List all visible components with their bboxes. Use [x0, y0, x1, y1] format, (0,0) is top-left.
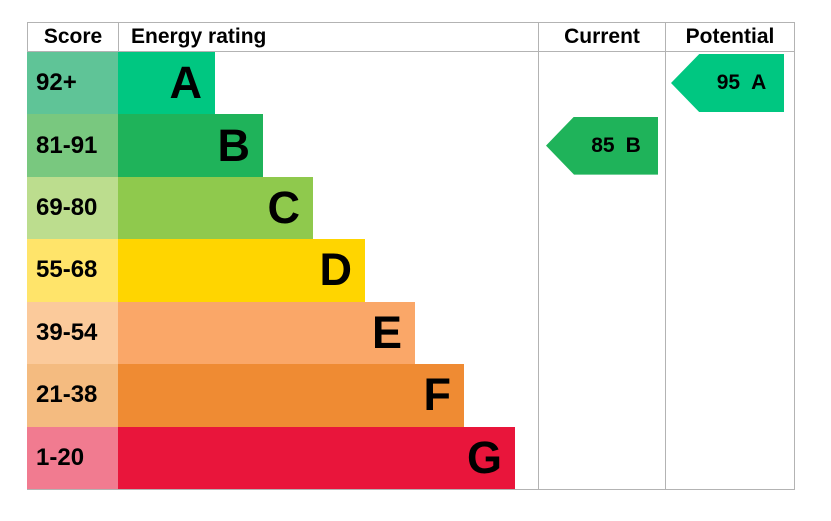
header-score: Score — [28, 23, 119, 51]
header-energy-rating: Energy rating — [119, 23, 539, 51]
band-bar: F — [118, 364, 464, 427]
band-row-c: 69-80 C — [27, 176, 794, 240]
band-row-d: 55-68 D — [27, 239, 794, 302]
epc-table: Score Energy rating Current Potential 92… — [27, 22, 795, 490]
current-rating-arrow: 85 B — [546, 116, 658, 175]
band-row-e: 39-54 E — [27, 301, 794, 365]
band-row-a: 92+ A — [27, 52, 794, 115]
epc-header-row: Score Energy rating Current Potential — [27, 22, 795, 52]
band-score-cell: 92+ — [27, 52, 118, 115]
potential-rating-letter: A — [751, 71, 767, 95]
band-bar: E — [118, 301, 415, 365]
band-row-g: 1-20 G — [27, 426, 794, 489]
current-rating-letter: B — [625, 133, 641, 157]
band-bar: A — [118, 52, 215, 115]
band-bar: C — [118, 176, 313, 240]
band-bar: G — [118, 426, 515, 489]
potential-rating-value: 95 — [716, 71, 741, 95]
current-column-divider — [538, 52, 539, 489]
band-score-cell: 39-54 — [27, 301, 118, 365]
potential-rating-arrow: 95 A — [671, 54, 784, 113]
band-bar: D — [118, 239, 365, 302]
band-row-f: 21-38 F — [27, 364, 794, 427]
band-score-cell: 21-38 — [27, 364, 118, 427]
band-score-cell: 69-80 — [27, 176, 118, 240]
header-current: Current — [539, 23, 666, 51]
band-score-cell: 1-20 — [27, 426, 118, 489]
potential-column-divider — [665, 52, 666, 489]
band-score-cell: 81-91 — [27, 114, 118, 177]
header-potential: Potential — [685, 25, 775, 48]
band-score-cell: 55-68 — [27, 239, 118, 302]
current-rating-value: 85 — [591, 133, 615, 157]
band-row-b: 81-91 B — [27, 114, 794, 177]
band-bar: B — [118, 114, 263, 177]
epc-body: 92+ A 81-91 B 69-80 C 55-68 D 39-54 E 21… — [27, 52, 795, 490]
